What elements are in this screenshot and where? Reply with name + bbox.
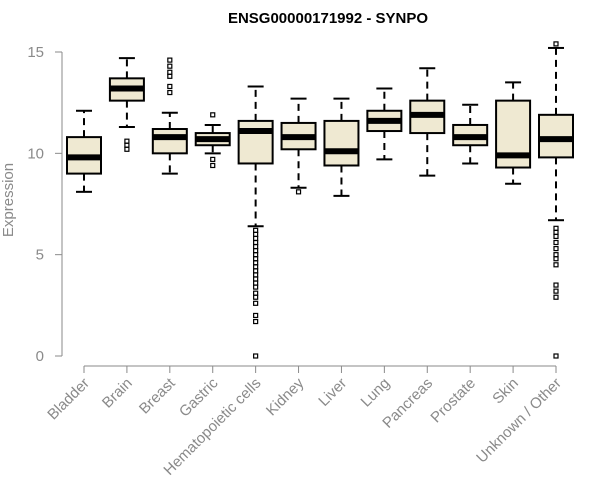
box-brain <box>108 57 145 152</box>
box-kidney <box>280 97 317 195</box>
x-tick-label: Breast <box>136 374 179 417</box>
iqr-box <box>151 128 188 155</box>
box-prostate <box>452 103 489 165</box>
outlier-point <box>210 156 216 163</box>
outlier-point <box>124 146 130 152</box>
outlier-point <box>553 288 559 294</box>
chart-title: ENSG00000171992 - SYNPO <box>228 10 428 27</box>
outlier-point <box>253 284 259 290</box>
outlier-point <box>253 312 259 319</box>
outlier-point <box>167 63 173 69</box>
box-liver <box>323 97 360 197</box>
x-tick-label: Skin <box>489 375 522 408</box>
outlier-point <box>210 112 216 118</box>
outlier-point <box>253 268 259 274</box>
box-pancreas <box>409 67 446 177</box>
outlier-point <box>253 235 259 242</box>
box-skin <box>495 81 532 185</box>
outlier-point <box>553 239 559 246</box>
x-tick-label: Bladder <box>44 375 93 424</box>
outlier-point <box>553 262 559 268</box>
x-tick-label: Prostate <box>427 375 479 427</box>
outlier-point <box>253 276 259 282</box>
iqr-box <box>237 119 274 165</box>
outlier-point <box>295 189 302 195</box>
outlier-point <box>553 282 559 288</box>
outlier-point <box>253 300 259 306</box>
y-tick-label: 15 <box>27 44 44 61</box>
y-axis: 0 5 10 15 <box>27 44 63 365</box>
outlier-point <box>253 272 259 278</box>
x-tick-label: Kidney <box>263 374 308 419</box>
outlier-point <box>124 138 130 144</box>
outlier-point <box>253 252 259 258</box>
outlier-point <box>553 294 559 300</box>
box-gastric <box>194 112 231 169</box>
box-lung <box>366 87 403 161</box>
box-unknown-other <box>538 41 574 359</box>
outlier-point <box>553 225 559 231</box>
outlier-point <box>253 290 259 296</box>
outlier-point <box>167 73 173 79</box>
outlier-point <box>253 280 259 286</box>
outlier-point <box>553 245 559 252</box>
outlier-point <box>253 256 259 262</box>
outlier-point <box>253 318 259 325</box>
outlier-point <box>167 57 173 63</box>
iqr-box <box>538 113 574 159</box>
y-tick-label: 0 <box>36 348 44 365</box>
outlier-point <box>210 162 216 169</box>
box-hematopoietic-cells <box>237 85 274 359</box>
outlier-point <box>167 89 173 96</box>
outlier-point <box>253 239 259 246</box>
outlier-point <box>253 231 259 237</box>
y-tick-label: 10 <box>27 145 44 162</box>
outlier-point <box>553 229 559 235</box>
y-axis-label: Expression <box>0 163 17 237</box>
outlier-point <box>253 260 259 266</box>
outlier-point <box>167 83 173 90</box>
x-tick-label: Brain <box>99 375 136 412</box>
boxes-group <box>66 41 574 359</box>
box-bladder <box>66 109 102 193</box>
outlier-point <box>253 264 259 270</box>
outlier-point <box>253 294 259 300</box>
outlier-point <box>553 256 559 262</box>
outlier-point <box>124 142 130 148</box>
outlier-point <box>553 41 559 47</box>
outlier-point <box>553 233 559 240</box>
outlier-point <box>253 353 259 359</box>
x-tick-label: Lung <box>358 375 394 411</box>
outlier-point <box>553 252 559 258</box>
outlier-point <box>167 69 173 75</box>
y-tick-label: 5 <box>36 247 44 264</box>
outlier-point <box>253 227 259 233</box>
box-breast <box>151 57 188 175</box>
outlier-point <box>553 353 559 359</box>
outlier-point <box>253 243 259 250</box>
x-tick-label: Liver <box>315 375 350 410</box>
outlier-point <box>253 248 259 254</box>
iqr-box <box>323 119 360 167</box>
